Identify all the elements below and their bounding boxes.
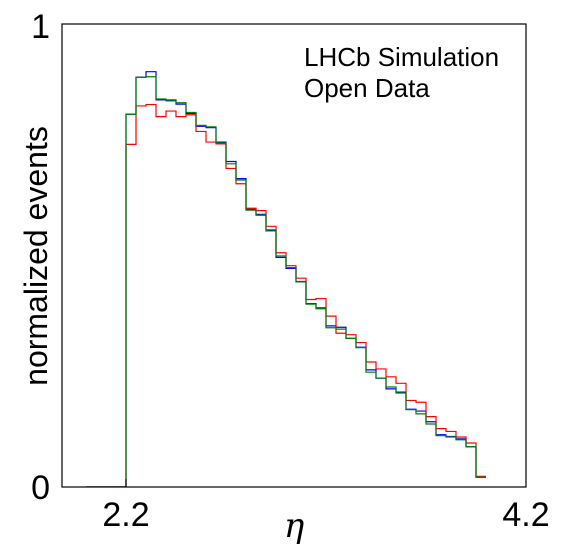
series-1-line [86, 103, 486, 487]
series-2-line [86, 76, 486, 487]
series-0 [86, 71, 486, 487]
series-0-line [86, 71, 486, 487]
ticks-layer [62, 23, 527, 488]
series-layer [86, 71, 486, 487]
x-axis-title: η [284, 506, 305, 546]
x-tick-label-4.2: 4.2 [502, 496, 549, 534]
y-tick-label-0: 0 [31, 469, 50, 507]
series-1 [86, 103, 486, 487]
series-2 [86, 76, 486, 487]
plot-frame [61, 23, 527, 488]
annotation-open-data: Open Data [304, 73, 430, 103]
y-tick-label-1: 1 [31, 8, 50, 46]
x-tick-label-2.2: 2.2 [102, 496, 149, 534]
y-axis-title: normalized events [18, 126, 54, 386]
annotation-lhcb-simulation: LHCb Simulation [304, 42, 499, 72]
